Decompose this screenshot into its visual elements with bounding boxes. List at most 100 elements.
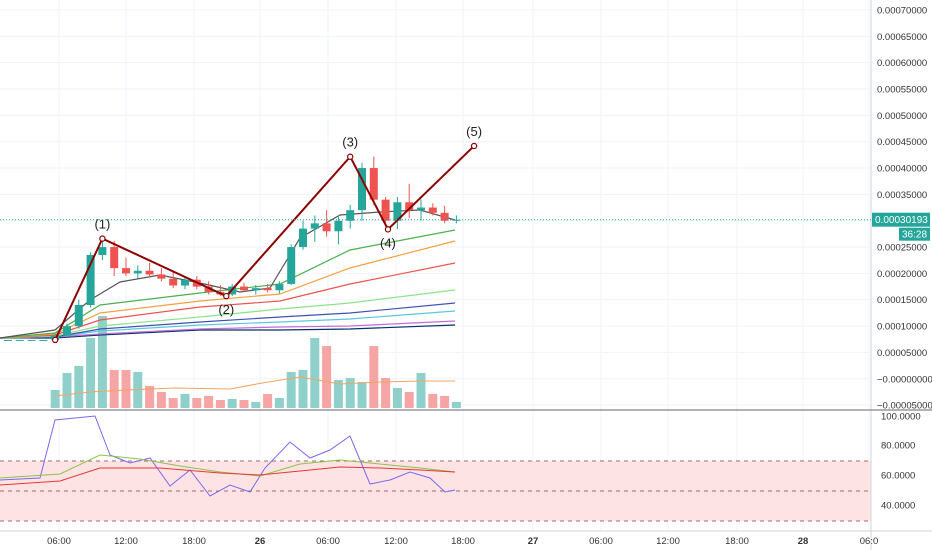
candle-body[interactable] xyxy=(322,223,331,232)
volume-bar xyxy=(286,372,296,408)
volume-bar xyxy=(121,370,131,408)
wave-point[interactable] xyxy=(99,235,106,242)
volume-bar xyxy=(145,386,155,408)
volume-bar xyxy=(86,338,96,408)
grid-lines xyxy=(0,0,871,531)
elliott-wave[interactable]: (1) (2) (3) (4) (5) xyxy=(52,124,482,344)
volume-bar xyxy=(392,388,402,408)
price-axis-label: 0.00055000 xyxy=(877,85,927,96)
candle-body[interactable] xyxy=(275,283,284,291)
candle-body[interactable] xyxy=(98,247,107,255)
volume-bar xyxy=(357,382,367,408)
price-axis-label: −0.00005000 xyxy=(877,401,932,412)
wave-line[interactable] xyxy=(54,145,475,341)
candle-body[interactable] xyxy=(240,286,248,291)
time-axis-label: 28 xyxy=(798,536,809,547)
volume-ma-line xyxy=(54,376,455,397)
price-axis-label: 0.00040000 xyxy=(877,164,927,175)
candle-body[interactable] xyxy=(74,305,83,327)
candle-body[interactable] xyxy=(405,202,414,211)
candle-body[interactable] xyxy=(358,168,366,211)
price-axis-label: 0.00035000 xyxy=(877,190,927,201)
volume-bar xyxy=(168,398,178,408)
wave-point[interactable] xyxy=(347,153,354,160)
rsi-axis-label: 40.0000 xyxy=(881,501,915,512)
candle-body[interactable] xyxy=(417,207,425,211)
rsi-line xyxy=(0,415,456,497)
candle-body[interactable] xyxy=(4,339,12,341)
volume-bar xyxy=(428,394,438,408)
volume-bar xyxy=(215,400,225,408)
candle-body[interactable] xyxy=(27,339,36,341)
rsi-signal-line xyxy=(0,466,456,486)
rsi-axis-label: 100.0000 xyxy=(881,412,921,423)
time-axis-label: 06:00 xyxy=(316,536,340,547)
candle-body[interactable] xyxy=(39,339,48,341)
price-axis-label: 0.00065000 xyxy=(877,32,927,43)
candle-body[interactable] xyxy=(63,326,71,336)
candle-body[interactable] xyxy=(122,268,130,274)
candle-body[interactable] xyxy=(110,247,119,269)
price-axis-label: 0.00060000 xyxy=(877,58,927,69)
price-axis-labels[interactable]: 0.00070000 0.00065000 0.00060000 0.00055000… xyxy=(877,6,932,412)
wave-label: (3) xyxy=(342,135,358,150)
time-axis-label: 06:00 xyxy=(47,536,71,547)
price-axis-label: 0.00070000 xyxy=(877,6,927,17)
candle-body[interactable] xyxy=(440,212,449,221)
countdown-value: 36:28 xyxy=(902,230,927,241)
time-axis-label: 27 xyxy=(528,536,539,547)
candlesticks[interactable] xyxy=(4,156,461,341)
rsi-axis-labels: 100.0000 80.0000 60.0000 40.0000 xyxy=(881,412,921,512)
moving-average-line xyxy=(0,229,456,339)
candle-body[interactable] xyxy=(204,286,213,292)
wave-point[interactable] xyxy=(384,226,392,233)
candle-body[interactable] xyxy=(299,228,307,248)
candle-body[interactable] xyxy=(393,202,402,221)
candle-body[interactable] xyxy=(181,279,189,286)
rsi-axis-label: 60.0000 xyxy=(881,471,915,482)
candle-body[interactable] xyxy=(346,210,355,221)
candle-body[interactable] xyxy=(157,274,166,279)
candle-body[interactable] xyxy=(334,220,343,232)
time-axis-label: 06:0 xyxy=(860,536,879,547)
time-axis-label: 12:00 xyxy=(656,536,680,547)
price-axis-label: 0.00025000 xyxy=(877,243,927,254)
wave-point[interactable] xyxy=(52,336,59,344)
volume-bar xyxy=(204,396,214,408)
candle-body[interactable] xyxy=(381,199,390,221)
volume-bar xyxy=(239,400,249,408)
time-axis-labels[interactable]: 06:00 12:00 18:00 26 06:00 12:00 18:00 27 06:00 1… xyxy=(47,536,878,547)
candle-body[interactable] xyxy=(251,288,260,291)
candle-body[interactable] xyxy=(263,288,272,291)
candle-body[interactable] xyxy=(169,278,178,286)
volume-bar xyxy=(404,392,414,408)
wave-point[interactable] xyxy=(223,292,230,300)
candle-body[interactable] xyxy=(310,223,319,229)
time-axis-label: 06:00 xyxy=(589,536,613,547)
price-axis-label: 0.00015000 xyxy=(877,295,927,306)
candle-body[interactable] xyxy=(86,254,95,306)
candle-body[interactable] xyxy=(428,207,437,213)
time-axis-label: 18:00 xyxy=(725,536,749,547)
volume-bar xyxy=(369,346,379,408)
volume-bar xyxy=(416,373,426,408)
candle-body[interactable] xyxy=(133,270,142,274)
volume-bar xyxy=(180,394,190,408)
time-axis-label: 18:00 xyxy=(451,536,475,547)
time-axis-label: 12:00 xyxy=(384,536,408,547)
volume-bar xyxy=(345,378,355,408)
volume-bar xyxy=(298,370,308,408)
time-axis-label: 12:00 xyxy=(114,536,138,547)
candle-body[interactable] xyxy=(287,247,296,284)
wave-point[interactable] xyxy=(470,142,478,150)
volume-bar xyxy=(381,378,391,408)
candle-body[interactable] xyxy=(369,168,378,200)
countdown-badge xyxy=(899,227,930,241)
candle-body[interactable] xyxy=(145,270,154,275)
wave-label: (5) xyxy=(466,124,482,139)
candle-body[interactable] xyxy=(15,339,24,341)
time-axis-label: 26 xyxy=(255,536,266,547)
